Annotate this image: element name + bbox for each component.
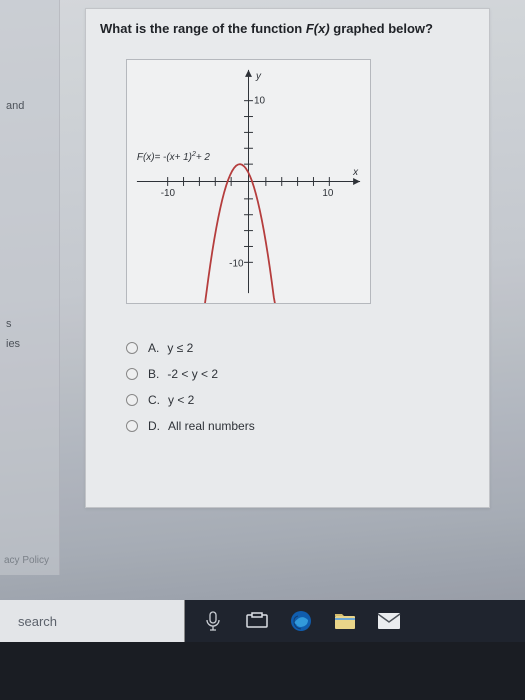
option-b[interactable]: B. -2 < y < 2 bbox=[126, 367, 255, 381]
sidebar-item-and[interactable]: and bbox=[6, 100, 24, 112]
taskbar-icons bbox=[200, 600, 402, 642]
edge-icon[interactable] bbox=[288, 608, 314, 634]
option-text: y ≤ 2 bbox=[167, 341, 193, 355]
question-text: What is the range of the function F(x) g… bbox=[100, 21, 433, 36]
question-prefix: What is the range of the function bbox=[100, 21, 306, 36]
radio-icon[interactable] bbox=[126, 342, 138, 354]
search-box[interactable]: search bbox=[0, 600, 185, 642]
ytick-neg-label: -10 bbox=[229, 258, 244, 269]
search-text: search bbox=[18, 614, 57, 629]
ytick-pos-label: 10 bbox=[254, 96, 266, 107]
desk-edge bbox=[0, 642, 525, 700]
option-letter: B. bbox=[148, 367, 159, 381]
xtick-pos-label: 10 bbox=[322, 188, 334, 199]
task-view-icon[interactable] bbox=[244, 608, 270, 634]
graph: 10 -10 10 -10 y x F(x)= -(x+ 1)2+ 2 bbox=[126, 59, 371, 304]
radio-icon[interactable] bbox=[126, 420, 138, 432]
option-text: All real numbers bbox=[168, 419, 255, 433]
x-axis-label: x bbox=[352, 167, 359, 178]
question-suffix: graphed below? bbox=[330, 21, 433, 36]
file-explorer-icon[interactable] bbox=[332, 608, 358, 634]
sidebar-item-ies[interactable]: ies bbox=[6, 338, 20, 350]
mic-icon[interactable] bbox=[200, 608, 226, 634]
radio-icon[interactable] bbox=[126, 368, 138, 380]
option-text: -2 < y < 2 bbox=[167, 367, 218, 381]
sidebar: and s ies bbox=[0, 0, 60, 575]
option-a[interactable]: A. y ≤ 2 bbox=[126, 341, 255, 355]
y-axis-label: y bbox=[255, 71, 262, 82]
formula-text: F(x)= -(x+ 1)2+ 2 bbox=[137, 151, 210, 163]
xtick-neg-label: -10 bbox=[161, 188, 176, 199]
option-letter: A. bbox=[148, 341, 159, 355]
option-letter: D. bbox=[148, 419, 160, 433]
x-axis-arrow bbox=[353, 178, 360, 185]
mail-icon[interactable] bbox=[376, 608, 402, 634]
option-letter: C. bbox=[148, 393, 160, 407]
option-text: y < 2 bbox=[168, 393, 194, 407]
option-c[interactable]: C. y < 2 bbox=[126, 393, 255, 407]
radio-icon[interactable] bbox=[126, 394, 138, 406]
option-d[interactable]: D. All real numbers bbox=[126, 419, 255, 433]
sidebar-item-s[interactable]: s bbox=[6, 318, 12, 330]
question-card: What is the range of the function F(x) g… bbox=[85, 8, 490, 508]
y-axis-arrow bbox=[245, 70, 252, 77]
screen: and s ies What is the range of the funct… bbox=[0, 0, 525, 700]
privacy-policy-link[interactable]: acy Policy bbox=[4, 555, 49, 566]
question-func: F(x) bbox=[306, 21, 330, 36]
answer-options: A. y ≤ 2 B. -2 < y < 2 C. y < 2 D. All r… bbox=[126, 329, 255, 445]
graph-svg: 10 -10 10 -10 y x F(x)= -(x+ 1)2+ 2 bbox=[127, 60, 370, 303]
